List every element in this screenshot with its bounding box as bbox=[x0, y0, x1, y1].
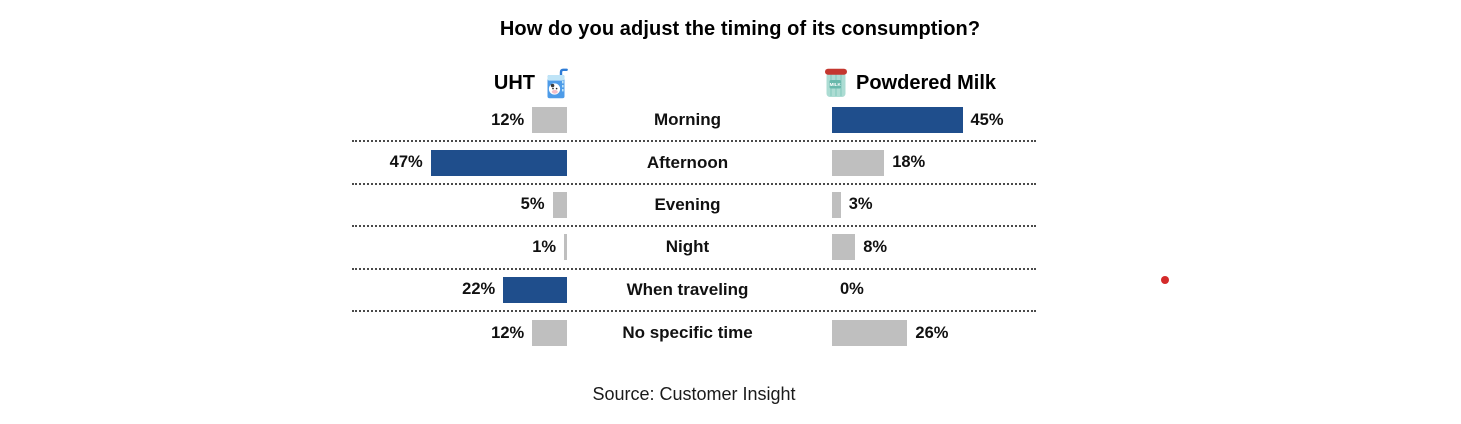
uht-cell: 5% bbox=[352, 185, 567, 225]
chart-title: How do you adjust the timing of its cons… bbox=[499, 18, 981, 40]
powdered-cell: 3% bbox=[832, 185, 1036, 225]
powdered-value-label: 45% bbox=[970, 110, 1004, 129]
uht-value-label: 47% bbox=[389, 153, 423, 172]
milk-can-icon: MILK bbox=[823, 68, 849, 98]
powdered-value-label: 0% bbox=[840, 280, 864, 299]
chart-row: 22% When traveling 0% bbox=[352, 270, 1036, 312]
chart-rows: 12% Morning 45% 47% Afternoon 18% 5% Evening 3% 1… bbox=[352, 100, 1036, 354]
uht-bar bbox=[564, 234, 567, 261]
uht-bar bbox=[532, 107, 567, 134]
uht-cell: 1% bbox=[352, 227, 567, 267]
powdered-cell: 26% bbox=[832, 312, 1036, 354]
category-label: No specific time bbox=[622, 323, 753, 343]
series-header-powdered-label: Powdered Milk bbox=[856, 71, 997, 94]
chart-row: 47% Afternoon 18% bbox=[352, 142, 1036, 185]
powdered-bar bbox=[832, 234, 856, 261]
series-header-powdered: MILK Powdered Milk bbox=[823, 66, 996, 100]
powdered-value-label: 26% bbox=[915, 323, 949, 342]
category-label: When traveling bbox=[626, 279, 749, 299]
chart-row: 5% Evening 3% bbox=[352, 185, 1036, 228]
uht-value-label: 5% bbox=[520, 195, 545, 214]
powdered-value-label: 8% bbox=[863, 237, 888, 256]
uht-cell: 12% bbox=[352, 100, 567, 140]
powdered-cell: 45% bbox=[832, 100, 1036, 140]
uht-value-label: 12% bbox=[491, 323, 525, 342]
milk-carton-icon bbox=[542, 68, 570, 99]
powdered-cell: 18% bbox=[832, 142, 1036, 182]
powdered-bar bbox=[832, 320, 908, 347]
uht-cell: 47% bbox=[352, 142, 567, 182]
powdered-cell: 0% bbox=[832, 270, 1036, 310]
uht-bar bbox=[532, 320, 567, 347]
powdered-value-label: 3% bbox=[848, 195, 873, 214]
milk-can-text: MILK bbox=[830, 82, 842, 87]
uht-cell: 12% bbox=[352, 312, 567, 354]
uht-cell: 22% bbox=[352, 270, 567, 310]
series-header-uht: UHT bbox=[352, 66, 570, 100]
chart-row: 1% Night 8% bbox=[352, 227, 1036, 270]
uht-bar bbox=[430, 149, 567, 176]
chart-row: 12% Morning 45% bbox=[352, 100, 1036, 143]
uht-bar bbox=[552, 191, 567, 218]
powdered-bar bbox=[832, 107, 963, 134]
uht-value-label: 1% bbox=[532, 237, 557, 256]
powdered-bar bbox=[832, 149, 885, 176]
chart-row: 12% No specific time 26% bbox=[352, 312, 1036, 354]
source-caption: Source: Customer Insight bbox=[592, 384, 796, 404]
uht-value-label: 12% bbox=[491, 110, 525, 129]
uht-bar bbox=[503, 276, 567, 303]
red-dot-marker bbox=[1161, 276, 1169, 284]
uht-value-label: 22% bbox=[462, 280, 496, 299]
powdered-bar bbox=[832, 191, 841, 218]
series-header-uht-label: UHT bbox=[493, 71, 535, 94]
powdered-value-label: 18% bbox=[892, 153, 926, 172]
category-label: Afternoon bbox=[646, 152, 729, 172]
category-label: Morning bbox=[653, 110, 722, 130]
powdered-cell: 8% bbox=[832, 227, 1036, 267]
category-label: Evening bbox=[654, 194, 721, 214]
category-label: Night bbox=[665, 237, 710, 257]
